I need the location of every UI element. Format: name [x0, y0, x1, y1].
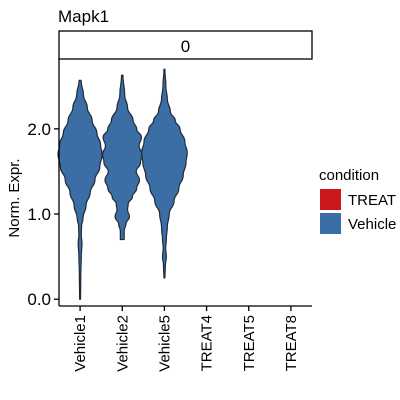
- violin-vehicle5: [141, 68, 188, 279]
- x-tick-label-treat4: TREAT4: [199, 315, 216, 371]
- facet-strip-label: 0: [181, 37, 190, 56]
- facet-strip-box: [58, 30, 313, 60]
- legend: condition TREAT Vehicle: [319, 167, 396, 234]
- facet-strip: 0: [58, 30, 313, 60]
- x-tick-label-vehicle2: Vehicle2: [114, 315, 131, 372]
- axes: [58, 59, 312, 307]
- y-tick-label: 2.0: [27, 120, 51, 139]
- x-tick-label-treat5: TREAT5: [241, 315, 258, 371]
- legend-entries: TREAT Vehicle: [320, 189, 396, 234]
- y-tick-label: 1.0: [27, 205, 51, 224]
- y-axis-label: Norm. Expr.: [6, 158, 23, 237]
- y-tick-label: 0.0: [27, 290, 51, 309]
- x-ticks: Vehicle1 Vehicle2 Vehicle5 TREAT4 TREAT5 TREA…: [72, 306, 300, 372]
- x-tick-label-treat8: TREAT8: [283, 315, 300, 371]
- legend-swatch-vehicle: [320, 213, 341, 234]
- violin-vehicle2: [101, 74, 143, 241]
- violins: [57, 68, 188, 300]
- legend-swatch-treat: [320, 189, 341, 210]
- legend-label-treat: TREAT: [348, 192, 396, 209]
- x-tick-label-vehicle1: Vehicle1: [72, 315, 89, 372]
- violin-vehicle1: [57, 79, 103, 300]
- chart-title: Mapk1: [58, 7, 109, 26]
- x-tick-label-vehicle5: Vehicle5: [156, 315, 173, 372]
- y-ticks: 0.0 1.0 2.0: [27, 120, 59, 309]
- legend-title: condition: [319, 167, 379, 184]
- legend-label-vehicle: Vehicle: [348, 216, 396, 233]
